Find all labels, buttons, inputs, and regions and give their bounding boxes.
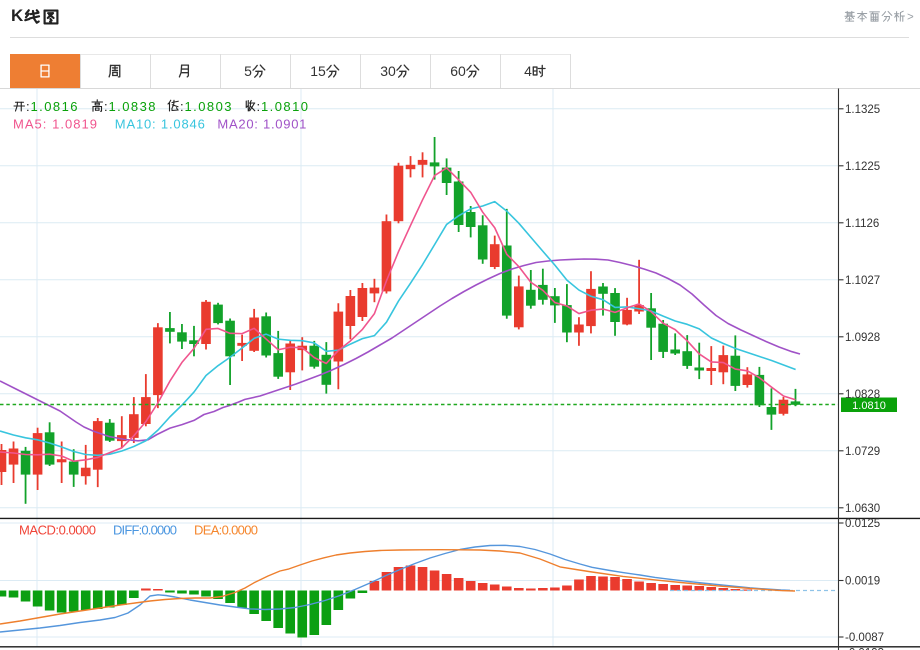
svg-text:1.1325: 1.1325 bbox=[845, 104, 880, 116]
svg-text:MA5: 1.0819: MA5: 1.0819 bbox=[13, 117, 97, 132]
svg-text::: : bbox=[26, 99, 30, 114]
svg-text:60: 60 bbox=[450, 63, 466, 79]
svg-text:1.0810: 1.0810 bbox=[261, 99, 308, 114]
svg-text:5: 5 bbox=[244, 63, 252, 79]
svg-text:1.1027: 1.1027 bbox=[845, 275, 880, 287]
svg-text:-0.0087: -0.0087 bbox=[845, 632, 884, 644]
svg-text:30: 30 bbox=[380, 63, 396, 79]
svg-text:4: 4 bbox=[524, 63, 532, 79]
svg-text:1.0816: 1.0816 bbox=[31, 99, 78, 114]
svg-text:1.0630: 1.0630 bbox=[845, 503, 880, 515]
svg-text:1.0928: 1.0928 bbox=[845, 332, 880, 344]
svg-text:1.1126: 1.1126 bbox=[845, 218, 879, 230]
svg-text::: : bbox=[180, 99, 184, 114]
svg-text:0.0019: 0.0019 bbox=[845, 576, 880, 588]
svg-text::: : bbox=[104, 99, 108, 114]
svg-text:-0.0193: -0.0193 bbox=[845, 648, 884, 650]
svg-text:MA10: 1.0846: MA10: 1.0846 bbox=[115, 117, 205, 132]
svg-text:MACD:0.0000: MACD:0.0000 bbox=[19, 523, 96, 538]
svg-text:>: > bbox=[907, 12, 914, 24]
svg-text:1.0803: 1.0803 bbox=[185, 99, 232, 114]
svg-text:1.1225: 1.1225 bbox=[845, 161, 880, 173]
svg-text:DEA:0.0000: DEA:0.0000 bbox=[194, 523, 258, 538]
svg-text:0.0125: 0.0125 bbox=[845, 518, 880, 530]
svg-text:1.0838: 1.0838 bbox=[109, 99, 156, 114]
svg-text:15: 15 bbox=[310, 63, 326, 79]
svg-text:DIFF:0.0000: DIFF:0.0000 bbox=[113, 523, 177, 538]
svg-text:1.0729: 1.0729 bbox=[845, 446, 880, 458]
svg-text:1.0828: 1.0828 bbox=[845, 389, 880, 401]
svg-text:1.0810: 1.0810 bbox=[852, 400, 886, 412]
svg-text::: : bbox=[257, 99, 261, 114]
svg-text:MA20: 1.0901: MA20: 1.0901 bbox=[217, 117, 306, 132]
